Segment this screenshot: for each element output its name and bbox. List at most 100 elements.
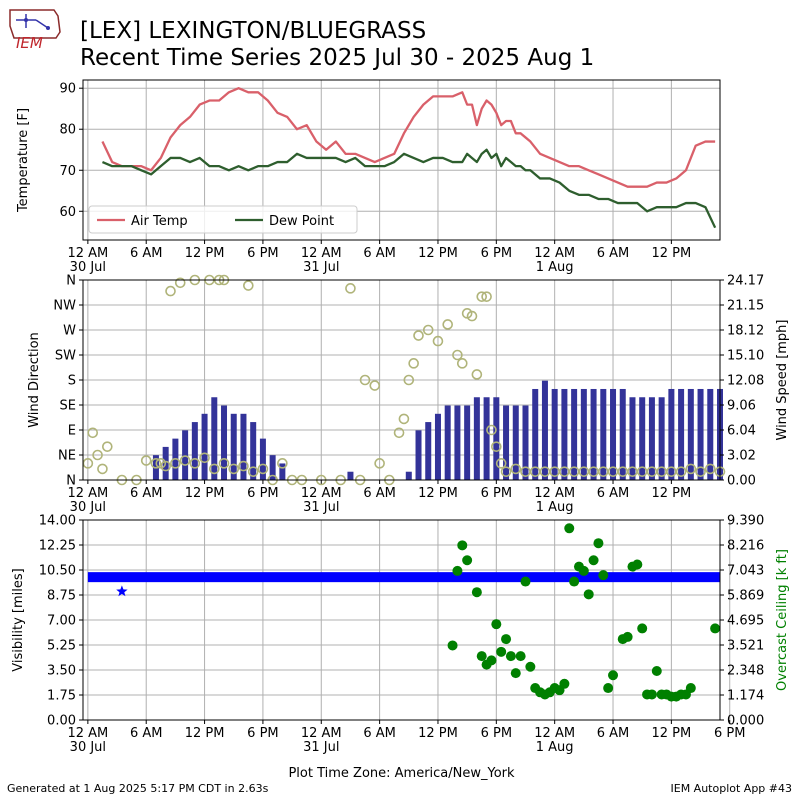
temperature-ytick-label: 70 xyxy=(59,164,76,179)
wind-xtick-label: 6 AM xyxy=(363,486,396,501)
wind-speed-bar xyxy=(191,422,198,480)
ceiling-marker xyxy=(501,634,512,645)
wind-speed-bar xyxy=(571,388,578,480)
ceiling-marker xyxy=(651,666,662,677)
wind-speed-bar xyxy=(473,397,480,480)
wind-speed-bar xyxy=(221,405,228,480)
wind-direction-marker xyxy=(140,455,152,466)
visibility-ytick-label-right: 4.695 xyxy=(727,614,764,629)
wind-speed-bar xyxy=(425,422,432,480)
wind-speed-bar xyxy=(483,397,490,480)
ceiling-marker xyxy=(559,678,570,689)
temperature-xtick-label: 6 PM xyxy=(481,246,512,261)
wind-frame xyxy=(82,279,721,481)
visibility-xtick-label-date: 30 Jul xyxy=(70,740,106,755)
ceiling-marker xyxy=(622,631,633,642)
temperature-xtick-label: 12 PM xyxy=(418,246,458,261)
wind-xtick-label: 6 AM xyxy=(597,486,630,501)
wind-ytick-label-right: 24.17 xyxy=(727,274,764,289)
ceiling-marker xyxy=(598,570,609,581)
wind-direction-marker xyxy=(486,424,497,436)
ceiling-marker xyxy=(685,683,696,694)
wind-xtick-label-date: 1 Aug xyxy=(536,500,574,515)
wind-speed-bar xyxy=(551,388,558,480)
wind-direction-marker xyxy=(160,460,171,472)
wind-ytick-label: W xyxy=(63,324,76,339)
ceiling-ylabel: Overcast Ceiling [k ft] xyxy=(775,549,790,691)
logo-text: IEM xyxy=(16,34,43,50)
wind-ytick-label-right: 15.10 xyxy=(727,349,764,364)
wind-speed-bar xyxy=(279,463,286,480)
ceiling-marker xyxy=(564,523,575,534)
ceiling-marker xyxy=(525,661,536,672)
wind-direction-marker xyxy=(228,463,240,475)
wind-direction-marker xyxy=(476,291,488,302)
wind-xtick-label: 12 PM xyxy=(418,486,458,501)
visibility-ytick-label: 14.00 xyxy=(39,514,76,529)
ceiling-marker xyxy=(476,651,487,662)
wind-ytick-label-right: 9.06 xyxy=(727,399,756,414)
ceiling-marker xyxy=(452,565,463,576)
wind-speed-bar xyxy=(648,397,655,480)
wind-direction-marker xyxy=(408,358,419,369)
ceiling-marker xyxy=(608,670,619,681)
wind-speed-bar xyxy=(600,388,607,480)
wind-direction-marker xyxy=(243,280,254,291)
wind-direction-marker xyxy=(374,458,385,469)
wind-speed-bar xyxy=(512,405,519,480)
wind-speed-ylabel: Wind Speed [mph] xyxy=(775,320,790,441)
ceiling-marker xyxy=(710,623,721,634)
chart-title: [LEX] LEXINGTON/BLUEGRASS xyxy=(80,18,427,44)
wind-direction-marker xyxy=(456,358,468,369)
wind-xtick-label-date: 30 Jul xyxy=(70,500,106,515)
wind-direction-marker xyxy=(422,324,434,336)
wind-direction-marker xyxy=(675,466,687,477)
wind-ytick-label-right: 12.08 xyxy=(727,374,764,389)
temperature-xtick-label: 12 AM xyxy=(534,246,575,261)
temperature-ytick-label: 90 xyxy=(59,82,76,97)
chart-subtitle: Recent Time Series 2025 Jul 30 - 2025 Au… xyxy=(80,45,595,71)
wind-ytick-label: NW xyxy=(53,299,76,314)
wind-speed-bar xyxy=(347,471,354,480)
wind-ytick-label-right: 3.02 xyxy=(727,449,756,464)
temperature-xtick-label: 12 PM xyxy=(185,246,225,261)
visibility-ytick-label-right: 9.390 xyxy=(727,514,764,529)
wind-ytick-label: E xyxy=(68,424,76,439)
visibility-ytick-label: 5.25 xyxy=(47,639,76,654)
ceiling-marker xyxy=(505,651,516,662)
ceiling-marker xyxy=(496,646,507,657)
wind-direction-marker xyxy=(500,466,512,477)
series-line-dew-point xyxy=(102,148,717,229)
wind-xtick-label: 12 PM xyxy=(652,486,692,501)
visibility-ytick-label-right: 0.000 xyxy=(727,714,764,729)
wind-xtick-label: 6 AM xyxy=(130,486,163,501)
wind-speed-bar xyxy=(259,438,266,480)
ceiling-marker xyxy=(593,538,604,549)
wind-ytick-label: SE xyxy=(60,399,76,414)
visibility-xtick-label: 6 AM xyxy=(597,726,630,741)
wind-direction-marker xyxy=(345,283,356,294)
wind-speed-bar xyxy=(230,413,237,480)
wind-speed-bar xyxy=(590,388,597,480)
wind-speed-bar xyxy=(182,430,189,480)
ceiling-marker xyxy=(637,623,648,634)
visibility-ytick-label-right: 8.216 xyxy=(727,539,764,554)
wind-speed-bar xyxy=(687,388,694,480)
wind-speed-bar xyxy=(269,455,276,480)
visibility-ytick-label-right: 3.521 xyxy=(727,639,764,654)
visibility-ytick-label: 3.50 xyxy=(47,664,76,679)
wind-direction-marker xyxy=(102,441,113,452)
visibility-xtick-label: 12 PM xyxy=(652,726,692,741)
temperature-xtick-label: 6 AM xyxy=(597,246,630,261)
wind-ytick-label: S xyxy=(68,374,76,389)
ceiling-marker xyxy=(515,651,526,662)
temperature-xtick-label-date: 1 Aug xyxy=(536,260,574,275)
visibility-frame xyxy=(82,519,721,721)
visibility-xtick-label: 12 PM xyxy=(418,726,458,741)
wind-ytick-label: SW xyxy=(55,349,76,364)
visibility-xtick-label: 12 AM xyxy=(534,726,575,741)
wind-direction-marker xyxy=(452,349,463,361)
wind-direction-marker xyxy=(199,452,210,464)
ceiling-marker xyxy=(583,589,594,600)
visibility-ytick-label: 7.00 xyxy=(47,614,76,629)
